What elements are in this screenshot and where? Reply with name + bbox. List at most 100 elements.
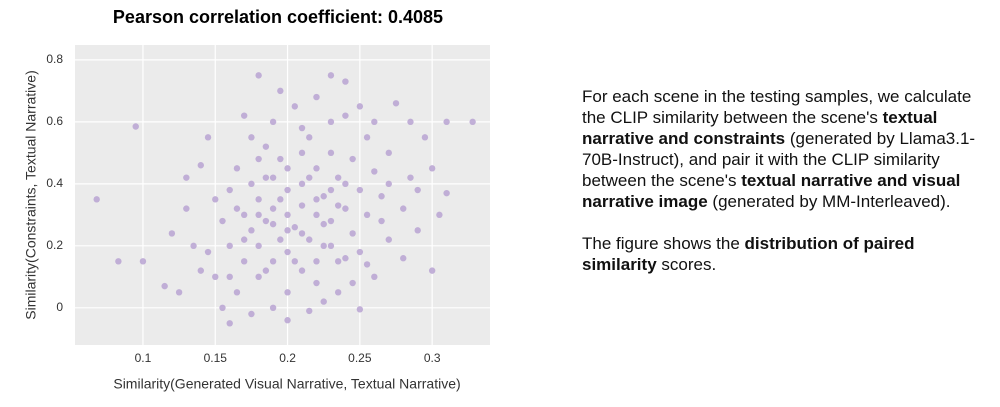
point xyxy=(298,180,306,188)
point xyxy=(363,261,371,268)
point xyxy=(226,320,233,327)
point xyxy=(363,134,371,141)
point xyxy=(262,217,270,225)
point xyxy=(255,155,262,163)
point xyxy=(298,267,306,274)
point xyxy=(277,155,284,163)
point xyxy=(400,205,407,212)
point xyxy=(277,87,284,95)
point xyxy=(313,93,320,101)
y-tick-label: 0.8 xyxy=(46,52,63,66)
point xyxy=(313,279,320,287)
point xyxy=(327,186,335,194)
point xyxy=(378,193,385,200)
point xyxy=(284,289,291,296)
bold-text: distribution of paired similarity xyxy=(582,234,915,274)
point xyxy=(226,273,233,281)
point xyxy=(269,304,277,312)
point xyxy=(255,196,262,203)
point xyxy=(342,205,349,212)
point xyxy=(320,193,327,200)
point xyxy=(132,123,139,130)
point xyxy=(306,236,313,243)
point xyxy=(378,217,385,225)
point xyxy=(219,304,226,312)
point xyxy=(240,258,248,265)
point xyxy=(204,248,212,256)
point xyxy=(291,224,298,231)
point xyxy=(407,118,414,126)
x-tick-label: 0.25 xyxy=(348,351,372,365)
point xyxy=(284,248,291,256)
point xyxy=(291,103,298,110)
point xyxy=(248,310,255,318)
point xyxy=(342,78,349,85)
point xyxy=(443,118,450,126)
text: (generated by MM-Interleaved). xyxy=(707,192,951,211)
point xyxy=(327,118,335,126)
point xyxy=(269,258,277,265)
point xyxy=(248,134,255,141)
point xyxy=(385,236,392,243)
point xyxy=(443,189,450,197)
point xyxy=(320,298,327,305)
paragraph: The figure shows the distribution of pai… xyxy=(582,233,987,275)
point xyxy=(269,118,277,126)
point xyxy=(334,174,342,181)
point xyxy=(226,186,233,194)
point xyxy=(421,134,429,141)
text: scores. xyxy=(656,255,717,274)
point xyxy=(183,205,190,212)
point xyxy=(320,242,327,250)
point xyxy=(298,124,306,132)
point xyxy=(371,168,378,175)
point xyxy=(291,258,298,265)
chart: Pearson correlation coefficient: 0.4085 … xyxy=(23,7,490,392)
point xyxy=(240,112,248,119)
point xyxy=(400,255,407,262)
point xyxy=(93,196,100,203)
point xyxy=(298,230,306,237)
point xyxy=(262,143,270,150)
point xyxy=(327,242,335,250)
point xyxy=(414,227,421,234)
point xyxy=(342,112,349,119)
point xyxy=(190,242,197,250)
bold-text: textual narrative and constraints xyxy=(582,108,938,148)
point xyxy=(197,162,205,169)
point xyxy=(233,165,241,172)
point xyxy=(284,186,291,194)
point xyxy=(356,248,364,256)
point xyxy=(255,211,262,219)
point xyxy=(313,258,320,265)
point xyxy=(197,267,205,274)
point xyxy=(255,242,262,250)
y-tick-label: 0.4 xyxy=(46,176,63,190)
point xyxy=(284,317,291,324)
point xyxy=(371,118,378,126)
x-tick-label: 0.1 xyxy=(135,351,152,365)
point xyxy=(349,279,356,287)
text: The figure shows the xyxy=(582,234,745,253)
point xyxy=(407,174,414,181)
point xyxy=(248,180,255,188)
point xyxy=(284,211,291,219)
bold-text: textual narrative and visual narrative i… xyxy=(582,171,961,211)
point xyxy=(306,134,313,141)
point xyxy=(262,267,270,274)
y-tick-label: 0.2 xyxy=(46,238,63,252)
point xyxy=(313,211,320,219)
point xyxy=(212,196,219,203)
point xyxy=(212,273,219,281)
y-axis-label: Similarity(Constraints, Textual Narrativ… xyxy=(23,70,39,319)
text: (generated by Llama3.1-70B-Instruct), an… xyxy=(582,129,976,190)
point xyxy=(284,165,291,172)
point xyxy=(240,211,248,219)
point xyxy=(327,72,335,79)
point xyxy=(363,211,371,219)
point xyxy=(175,289,183,296)
point xyxy=(334,258,342,265)
point xyxy=(334,202,342,209)
x-axis-label: Similarity(Generated Visual Narrative, T… xyxy=(113,376,460,392)
